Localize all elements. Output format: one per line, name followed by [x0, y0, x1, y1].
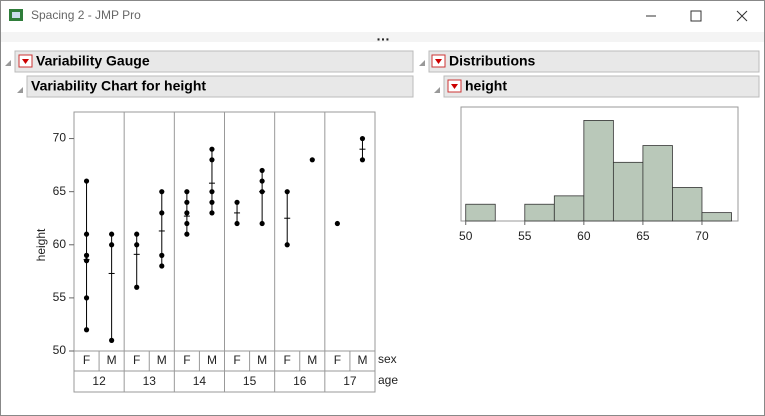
histogram-bar [642, 145, 673, 222]
data-point [184, 199, 190, 205]
sex-label: M [257, 353, 267, 367]
y-tick-label: 55 [53, 290, 67, 304]
data-point [159, 263, 165, 269]
histogram-bar [524, 203, 555, 222]
y-axis-label: height [34, 228, 48, 261]
maximize-button[interactable] [690, 10, 702, 22]
sex-label: M [157, 353, 167, 367]
y-tick-label: 50 [53, 343, 67, 357]
age-label: 16 [293, 374, 307, 388]
age-label: 14 [193, 374, 207, 388]
window-title: Spacing 2 - JMP Pro [31, 8, 141, 22]
age-label: 12 [92, 374, 106, 388]
data-point [259, 178, 265, 184]
data-point [184, 189, 190, 195]
data-point [334, 220, 340, 227]
data-point [109, 242, 115, 248]
data-point [109, 337, 115, 343]
panel-title: Distributions [449, 53, 536, 69]
disclosure[interactable] [419, 60, 425, 66]
sex-label: F [183, 353, 190, 367]
x-tick-label: 50 [459, 229, 473, 243]
data-point [83, 327, 90, 333]
more-menu[interactable]: … [376, 28, 390, 44]
menu-arrow [435, 59, 442, 64]
histogram-bar [672, 187, 703, 222]
data-point [159, 189, 165, 195]
panel-title: Variability Chart for height [31, 78, 206, 94]
histogram-bar [612, 161, 644, 222]
disclosure[interactable] [434, 87, 440, 93]
menu-arrow [451, 84, 458, 89]
age-label: 17 [343, 374, 357, 388]
data-point [209, 157, 215, 163]
sex-label: M [207, 353, 217, 367]
factor-label: sex [378, 352, 397, 366]
data-point [259, 220, 265, 227]
y-tick-label: 70 [53, 131, 67, 145]
panel-title: height [465, 78, 507, 94]
panel-title: Variability Gauge [36, 53, 150, 69]
x-tick-label: 60 [577, 229, 591, 243]
data-point [184, 231, 190, 237]
data-point [259, 167, 265, 174]
data-point [83, 231, 90, 237]
sex-label: M [307, 353, 317, 367]
data-point [134, 242, 140, 248]
panel-header [14, 50, 414, 73]
data-point [209, 199, 215, 205]
data-point [134, 231, 140, 237]
sex-label: M [107, 353, 117, 367]
toolbar-strip [1, 32, 764, 42]
data-point [184, 210, 190, 216]
age-label: 13 [143, 374, 157, 388]
data-point [284, 242, 290, 248]
age-label: 15 [243, 374, 257, 388]
x-tick-label: 70 [695, 229, 709, 243]
panel-header [443, 75, 760, 98]
data-point [83, 258, 90, 264]
data-point [184, 220, 190, 227]
sex-label: F [83, 353, 90, 367]
data-point [209, 210, 215, 216]
data-point [359, 157, 366, 163]
data-point [209, 146, 215, 152]
data-point [134, 284, 140, 290]
data-point [309, 157, 315, 163]
histogram-bar [583, 120, 614, 222]
data-point [209, 189, 215, 195]
app-icon-inner [12, 12, 20, 18]
data-point [234, 199, 240, 205]
sex-label: M [357, 353, 367, 367]
histogram-bar [553, 195, 585, 222]
x-tick-label: 65 [636, 229, 650, 243]
histogram-bar [465, 203, 496, 222]
data-point [109, 231, 115, 237]
data-point [359, 135, 366, 142]
data-point [159, 210, 165, 216]
data-point [159, 252, 165, 258]
panel-header [428, 50, 760, 73]
menu-arrow [22, 59, 29, 64]
data-point [83, 295, 90, 301]
data-point [234, 220, 240, 227]
panel-header [26, 75, 414, 98]
sex-label: F [334, 353, 341, 367]
sex-label: F [233, 353, 240, 367]
close-button[interactable] [736, 10, 748, 22]
histogram-bar [701, 212, 732, 222]
factor-label: age [378, 373, 398, 387]
sex-label: F [133, 353, 140, 367]
data-point [83, 252, 90, 258]
sex-label: F [284, 353, 291, 367]
disclosure[interactable] [17, 87, 23, 93]
data-point [284, 189, 290, 195]
x-tick-label: 55 [518, 229, 532, 243]
data-point [83, 178, 90, 184]
y-tick-label: 65 [53, 184, 67, 198]
y-tick-label: 60 [53, 237, 67, 251]
disclosure[interactable] [5, 60, 11, 66]
